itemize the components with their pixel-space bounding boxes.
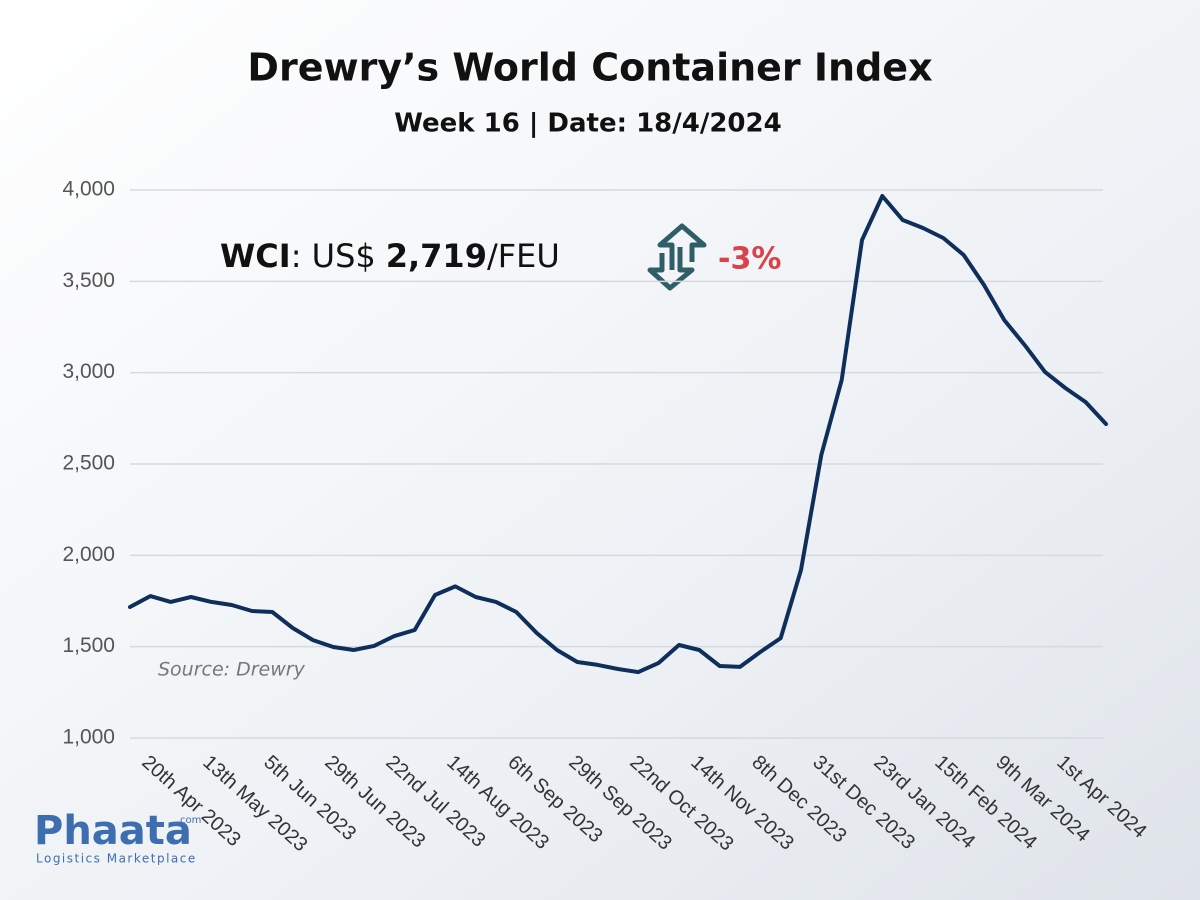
headline-value: 2,719 — [386, 237, 487, 275]
change-icon — [647, 223, 707, 291]
logo: Phaata com Logistics Marketplace — [34, 808, 201, 866]
y-tick-label: 2,500 — [62, 452, 115, 475]
headline-unit: /FEU — [487, 237, 560, 275]
headline: WCI: US$ 2,719/FEU — [220, 237, 560, 275]
headline-prefix: : US$ — [291, 237, 376, 275]
source-note: Source: Drewry — [158, 659, 306, 681]
y-tick-label: 3,500 — [62, 269, 115, 292]
logo-name: Phaata — [34, 808, 192, 854]
y-tick-label: 1,500 — [62, 634, 115, 657]
logo-tagline: Logistics Marketplace — [36, 852, 197, 866]
chart-title: Drewry’s World Container Index — [247, 46, 932, 90]
data-line — [128, 194, 1108, 675]
chart-subtitle: Week 16 | Date: 18/4/2024 — [394, 109, 781, 139]
logo-suffix: com — [180, 815, 201, 826]
y-tick-label: 1,000 — [62, 726, 115, 749]
y-tick-label: 4,000 — [62, 178, 115, 201]
y-tick-label: 2,000 — [62, 543, 115, 566]
change-label: -3% — [718, 242, 781, 277]
headline-label: WCI — [220, 237, 291, 275]
y-tick-label: 3,000 — [62, 360, 115, 383]
